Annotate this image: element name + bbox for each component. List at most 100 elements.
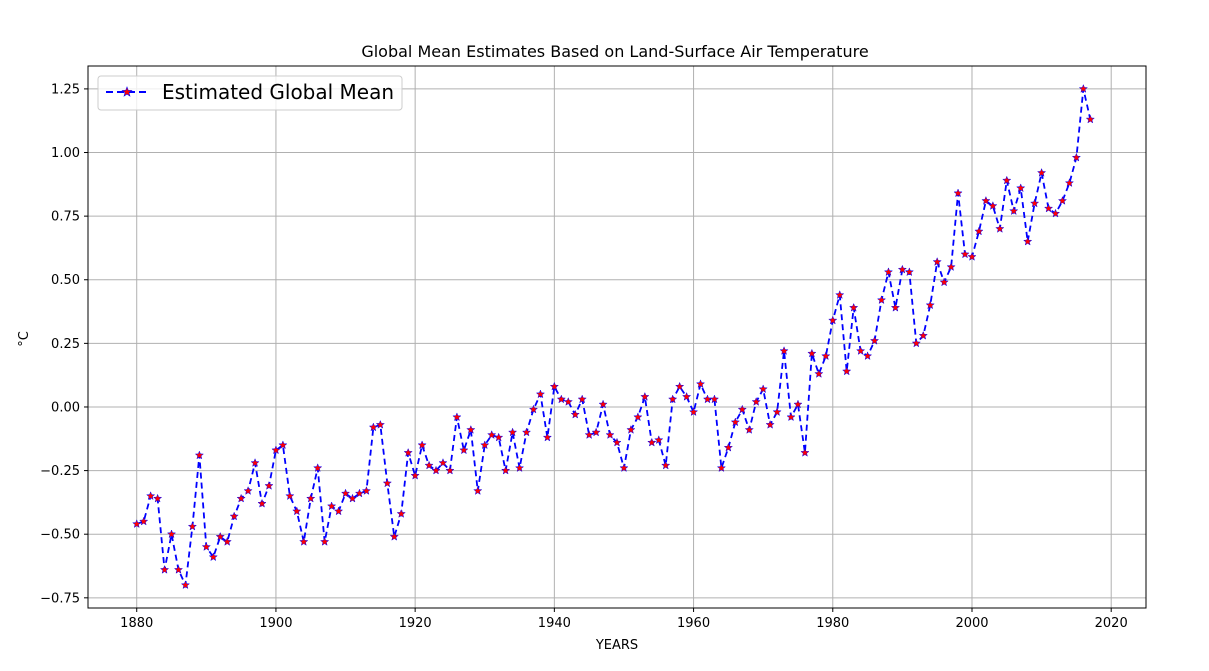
data-point — [1023, 236, 1033, 246]
data-point — [612, 437, 622, 447]
data-point — [681, 391, 692, 401]
data-point — [605, 430, 615, 439]
data-point — [876, 295, 887, 305]
data-point — [932, 257, 942, 266]
data-point — [257, 498, 267, 508]
y-tick-label: 1.00 — [51, 146, 80, 161]
data-point — [1057, 195, 1068, 205]
data-point — [855, 346, 866, 355]
x-tick-label: 1980 — [816, 616, 849, 631]
data-point — [807, 348, 817, 358]
data-point — [563, 396, 573, 406]
data-point — [709, 394, 720, 404]
data-point — [883, 267, 894, 277]
data-point — [668, 394, 678, 404]
data-point — [306, 493, 316, 503]
data-point — [299, 536, 309, 546]
data-point — [382, 478, 392, 488]
data-point — [647, 437, 657, 447]
x-tick-label: 1900 — [259, 616, 292, 631]
data-point — [313, 463, 323, 473]
data-point — [1078, 84, 1089, 93]
data-point — [890, 302, 901, 312]
x-tick-label: 2000 — [955, 616, 988, 631]
data-point — [744, 424, 754, 434]
data-point — [132, 519, 142, 528]
data-point — [208, 552, 218, 562]
data-point — [570, 409, 580, 419]
data-point — [584, 430, 594, 439]
data-point — [654, 435, 664, 445]
data-point — [333, 506, 344, 516]
data-point — [389, 531, 399, 541]
legend-box — [97, 75, 403, 111]
data-point — [758, 384, 768, 394]
data-point — [716, 463, 727, 473]
legend: Estimated Global Mean — [97, 75, 403, 111]
data-point — [835, 290, 845, 299]
data-point — [967, 251, 977, 261]
data-point — [535, 389, 546, 399]
y-axis-label: °C — [17, 331, 32, 347]
data-point — [786, 412, 796, 422]
y-tick-label: −0.25 — [40, 464, 80, 479]
data-point — [688, 407, 699, 417]
data-point — [848, 302, 859, 312]
data-point — [904, 267, 915, 277]
y-tick-label: −0.50 — [40, 528, 80, 543]
data-point — [862, 351, 873, 361]
x-tick-label: 1960 — [677, 616, 710, 631]
x-tick-label: 1880 — [120, 616, 153, 631]
data-point — [577, 394, 587, 404]
chart-title: Global Mean Estimates Based on Land-Surf… — [361, 42, 868, 61]
legend-label: Estimated Global Mean — [162, 80, 394, 104]
data-point — [431, 465, 441, 475]
data-point — [368, 422, 379, 432]
data-point — [375, 419, 386, 429]
data-point — [988, 201, 998, 210]
data-point — [459, 445, 469, 455]
x-tick-label: 1940 — [538, 616, 571, 631]
data-point — [779, 346, 789, 355]
data-point — [243, 486, 253, 495]
data-point — [285, 491, 295, 501]
data-point — [424, 460, 434, 470]
data-point — [842, 366, 852, 376]
data-point — [619, 463, 629, 473]
data-point — [765, 419, 775, 429]
data-point — [737, 404, 747, 414]
data-point — [953, 188, 963, 198]
data-point — [772, 407, 782, 417]
data-point — [591, 427, 601, 437]
data-point — [278, 440, 288, 450]
data-point — [528, 404, 539, 414]
data-point — [751, 396, 761, 406]
data-point — [326, 501, 337, 511]
data-point — [821, 351, 831, 361]
data-point — [487, 430, 497, 439]
data-point — [549, 381, 560, 391]
data-point — [918, 330, 928, 340]
data-point — [361, 486, 372, 495]
data-point — [410, 470, 420, 480]
series-layer — [132, 84, 1095, 590]
data-point — [187, 521, 198, 531]
y-tick-label: 0.75 — [51, 210, 80, 225]
data-point — [633, 412, 643, 422]
data-point — [152, 493, 163, 503]
series-line — [136, 88, 1092, 589]
data-point — [319, 536, 330, 546]
data-point — [1064, 178, 1075, 188]
plot-area-frame — [87, 65, 1147, 609]
data-point — [145, 491, 156, 501]
data-point — [897, 264, 908, 274]
data-point — [598, 399, 608, 409]
axis-ticks: 1880 1900 1920 1940 1960 1980 2000 2020 −0.75 −0.… — [40, 82, 1128, 631]
data-point — [911, 338, 921, 348]
data-point — [396, 508, 406, 518]
data-point — [250, 458, 260, 467]
data-point — [1050, 208, 1061, 218]
data-point — [1016, 183, 1026, 193]
data-point — [674, 381, 685, 391]
